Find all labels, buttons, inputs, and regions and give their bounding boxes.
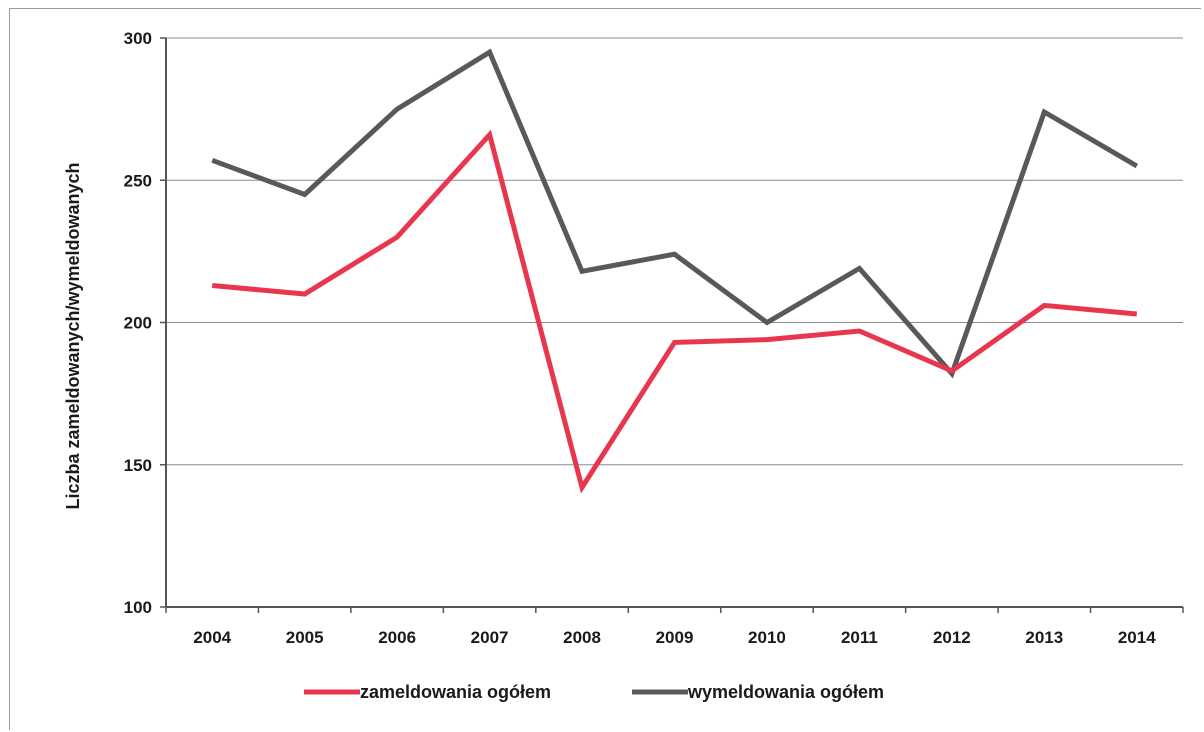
series-line-1 <box>211 48 1139 379</box>
x-tick-label: 2012 <box>933 628 971 647</box>
y-tick-label: 250 <box>124 171 152 190</box>
x-tick-label: 2013 <box>1025 628 1063 647</box>
chart-frame <box>9 8 1201 730</box>
x-tick-label: 2008 <box>563 628 601 647</box>
x-tick-label: 2011 <box>841 628 878 647</box>
y-axis-title: Liczba zameldowanych/wymeldowanych <box>63 162 83 509</box>
x-tick-label: 2014 <box>1118 628 1156 647</box>
series-line-0 <box>211 129 1138 494</box>
y-tick-label: 200 <box>124 314 152 333</box>
axes: 100 150 200 250 300 2004 2005 2006 2007 2008 2009 2… <box>124 29 1184 647</box>
series-lines <box>211 48 1139 494</box>
x-tick-label: 2007 <box>471 628 509 647</box>
y-tick-label: 150 <box>124 456 152 475</box>
legend: zameldowania ogółem wymeldowania ogółem <box>304 682 884 702</box>
legend-label: wymeldowania ogółem <box>687 682 884 702</box>
x-tick-label: 2010 <box>748 628 786 647</box>
x-tick-label: 2009 <box>656 628 694 647</box>
x-tick-label: 2004 <box>193 628 231 647</box>
x-tick-label: 2005 <box>286 628 324 647</box>
y-tick-label: 100 <box>124 598 152 617</box>
legend-label: zameldowania ogółem <box>360 682 551 702</box>
gridlines <box>166 37 1183 466</box>
y-tick-label: 300 <box>124 29 152 48</box>
x-tick-label: 2006 <box>378 628 416 647</box>
